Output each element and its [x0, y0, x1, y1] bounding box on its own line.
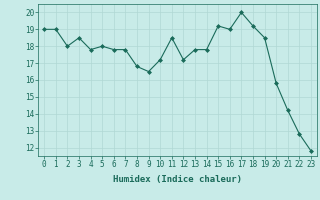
X-axis label: Humidex (Indice chaleur): Humidex (Indice chaleur): [113, 175, 242, 184]
